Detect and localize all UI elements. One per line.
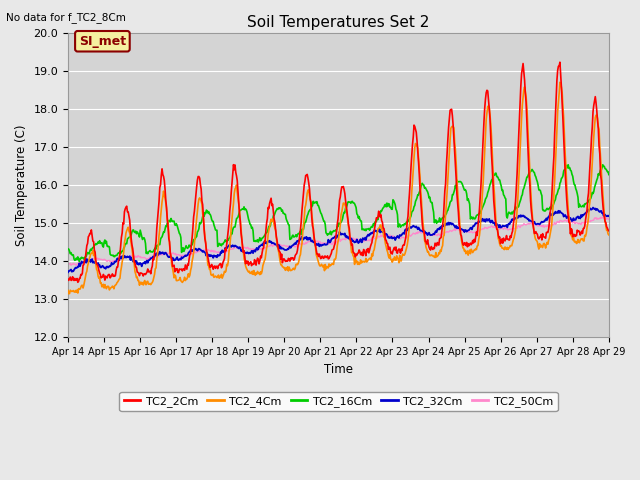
Legend: TC2_2Cm, TC2_4Cm, TC2_16Cm, TC2_32Cm, TC2_50Cm: TC2_2Cm, TC2_4Cm, TC2_16Cm, TC2_32Cm, TC… <box>119 392 557 411</box>
Y-axis label: Soil Temperature (C): Soil Temperature (C) <box>15 124 28 246</box>
Text: No data for f_TC2_8Cm: No data for f_TC2_8Cm <box>6 12 126 23</box>
Text: SI_met: SI_met <box>79 35 126 48</box>
X-axis label: Time: Time <box>324 362 353 375</box>
Title: Soil Temperatures Set 2: Soil Temperatures Set 2 <box>247 15 429 30</box>
